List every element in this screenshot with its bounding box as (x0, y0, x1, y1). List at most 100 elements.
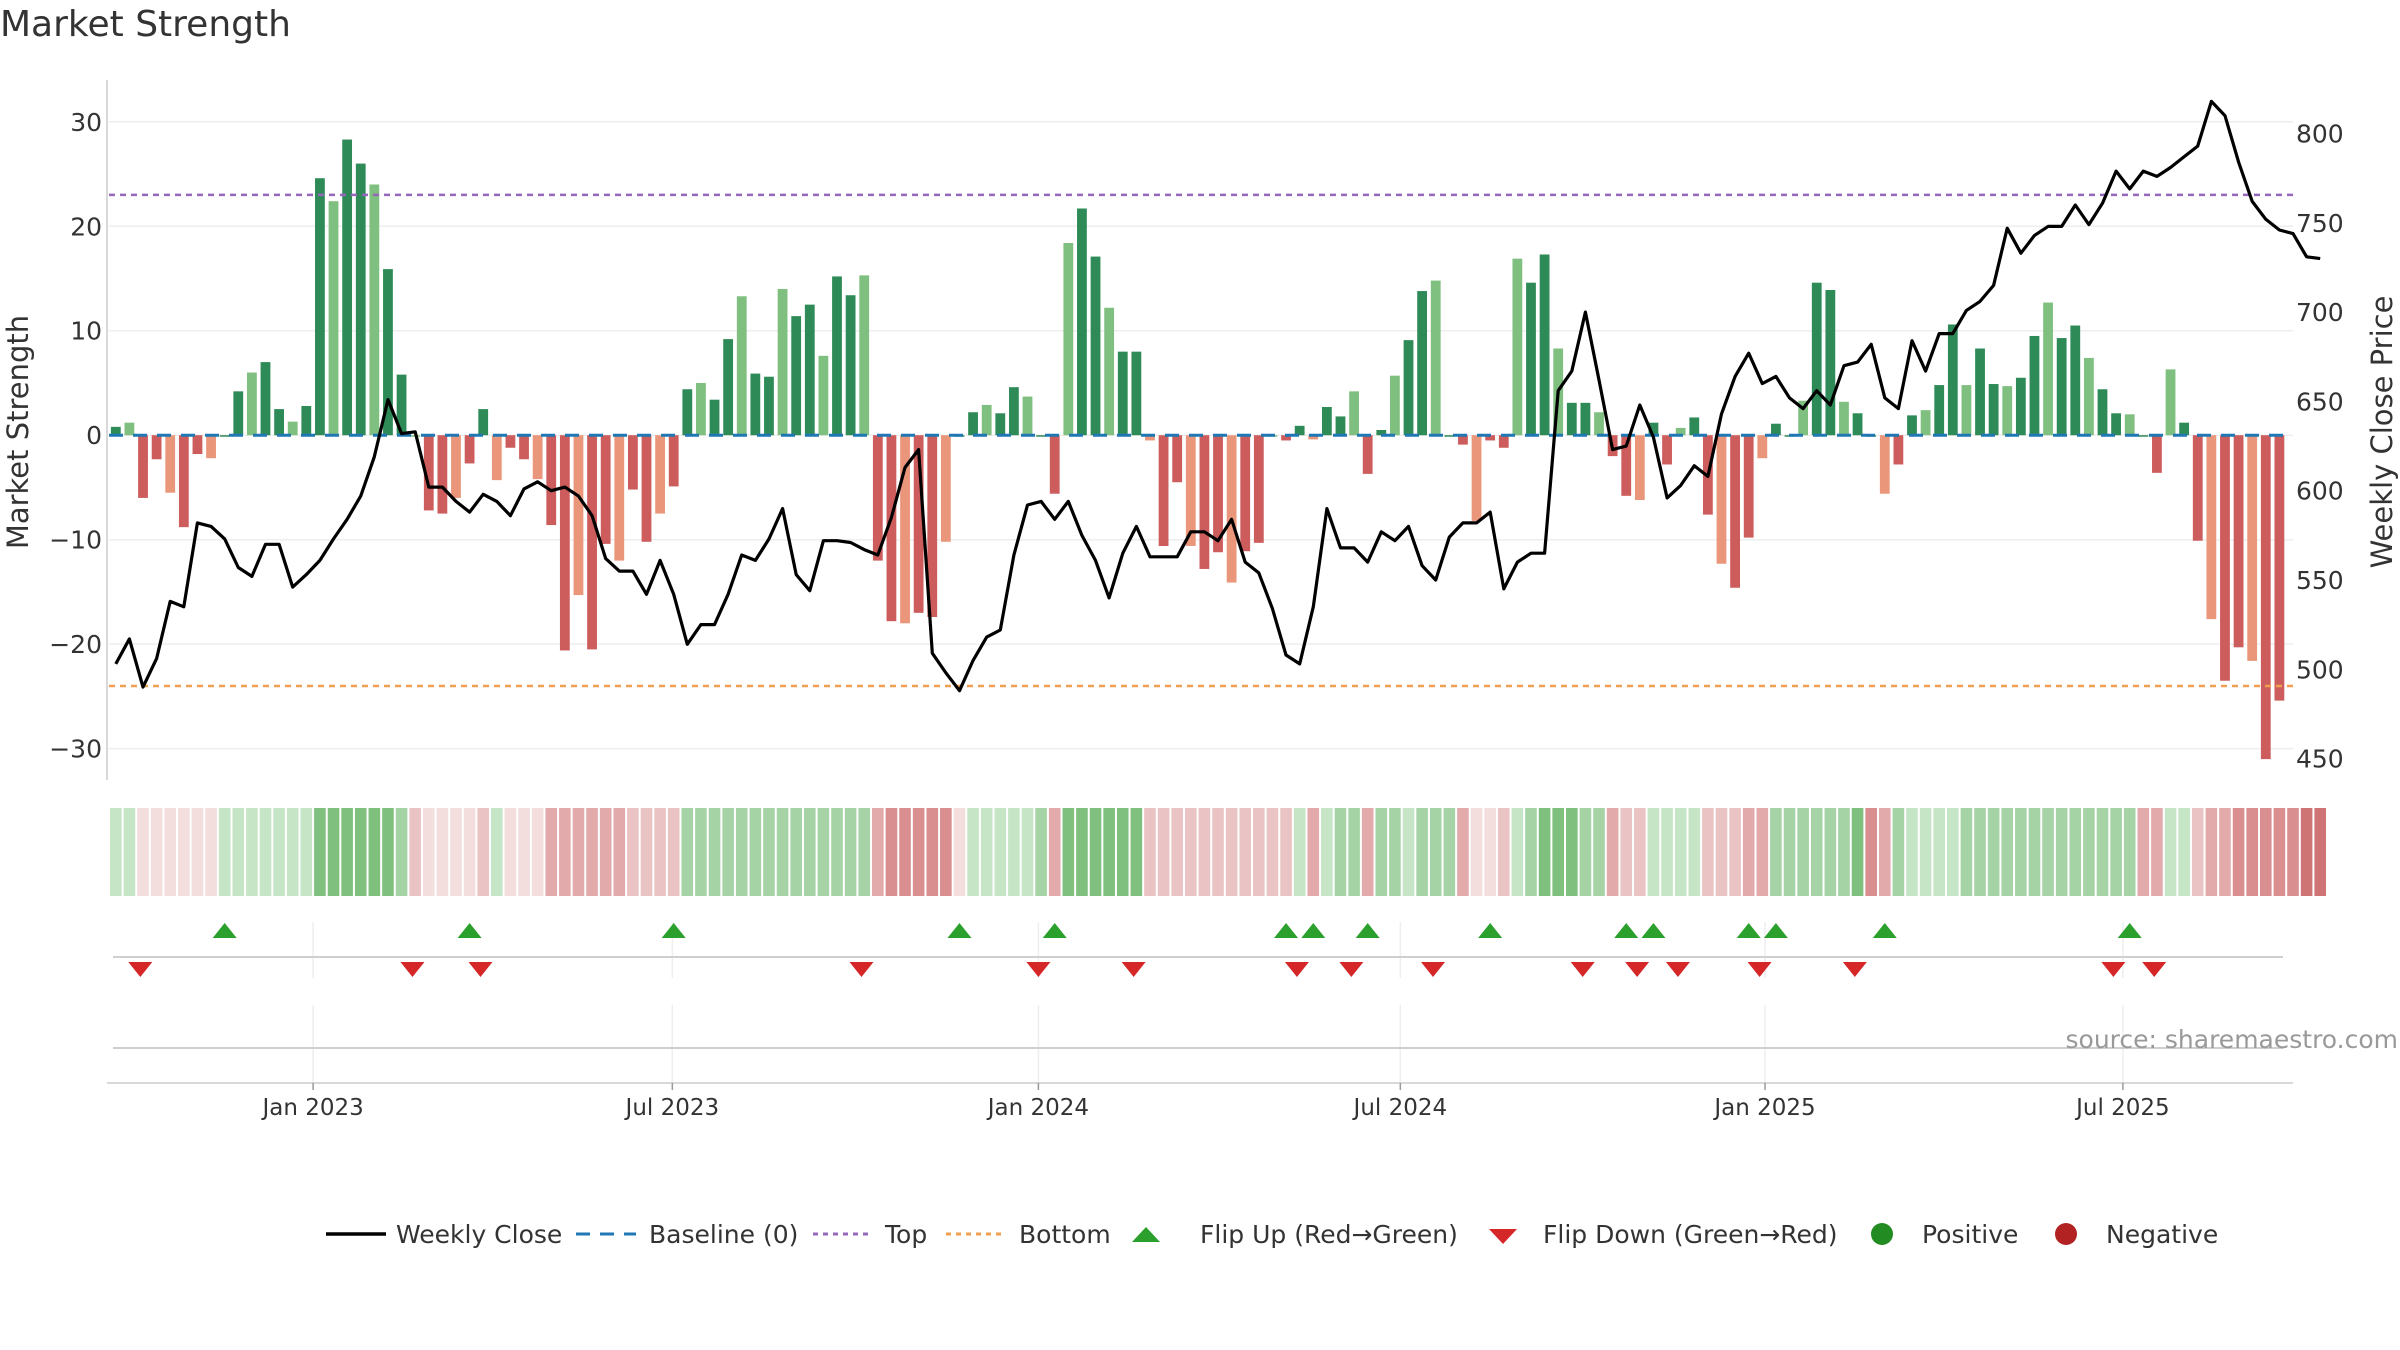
strip-cell (2246, 808, 2258, 896)
strength-bar (1131, 351, 1142, 436)
strength-bar (355, 163, 366, 436)
strip-cell (1321, 808, 1333, 896)
strength-bar (1390, 375, 1400, 436)
strip-cell (953, 808, 966, 896)
flip-down-marker (400, 962, 425, 977)
strip-cell (1116, 808, 1129, 896)
strip-cell (1878, 808, 1891, 896)
strip-cell (191, 808, 204, 896)
strength-bar (124, 422, 135, 436)
strip-cell (1497, 808, 1510, 896)
strip-cell (967, 808, 979, 896)
strip-cell (1906, 808, 1918, 896)
strength-bar (1920, 410, 1931, 436)
flip-up-marker (1614, 923, 1639, 938)
strength-bar (2043, 302, 2053, 436)
strip-cell (2300, 808, 2313, 896)
strip-cell (491, 808, 503, 896)
flip-up-marker (1478, 923, 1503, 938)
strip-cell (654, 808, 666, 896)
flip-up-marker (1763, 923, 1788, 938)
right-tick-label: 500 (2296, 655, 2344, 684)
strength-bar (1716, 435, 1727, 564)
strength-bar (451, 435, 461, 498)
strength-bar (2220, 435, 2230, 681)
source-label: source: sharemaestro.com (2066, 1025, 2399, 1054)
strength-bar (1621, 435, 1632, 496)
strength-bar (1104, 307, 1115, 436)
strength-bar (301, 405, 312, 436)
left-axis-label: Market Strength (1, 315, 35, 549)
bottom-panel: source: sharemaestro.com Jan 2023 Jul 202… (107, 1025, 2398, 1121)
strip-cell (803, 808, 816, 896)
strip-cell (1620, 808, 1633, 896)
right-tick-label: 700 (2296, 298, 2344, 327)
strength-bar (1199, 435, 1210, 569)
strength-bar (287, 421, 298, 436)
strength-bar (110, 426, 121, 436)
strength-bar (627, 435, 638, 490)
strip-cell (2137, 808, 2150, 896)
flip-up-marker (1736, 923, 1761, 938)
strength-bar (206, 435, 216, 459)
flip-down-marker (849, 962, 874, 977)
legend-bottom: Bottom (1019, 1220, 1111, 1249)
flip-down-marker (1842, 962, 1867, 977)
strip-cell (1674, 808, 1687, 896)
flip-down-marker (2101, 962, 2126, 977)
strip-cell (1402, 808, 1415, 896)
strength-bar (886, 435, 897, 622)
strength-bar (1335, 416, 1346, 436)
strip-cell (2096, 808, 2109, 896)
strength-bar (1172, 435, 1183, 483)
strength-bar (559, 435, 570, 651)
strip-cell (2151, 808, 2163, 896)
strength-bar (1403, 340, 1414, 436)
flip-down-marker (1339, 962, 1364, 977)
strip-cell (1593, 808, 1605, 896)
strip-cell (1538, 808, 1551, 896)
strength-bar (1022, 396, 1033, 436)
strength-bar (342, 139, 353, 436)
strip-cell (1144, 808, 1156, 896)
strip-cell (1933, 808, 1946, 896)
strength-bar (832, 276, 842, 436)
strip-cell (1089, 808, 1102, 896)
strength-bar (1975, 348, 1985, 436)
strip-cell (531, 808, 544, 896)
strength-bar (369, 184, 380, 436)
strip-cell (2069, 808, 2082, 896)
strength-bar (1798, 400, 1809, 436)
strength-bar (1648, 422, 1659, 436)
strip-cell (382, 808, 394, 896)
strip-cell (681, 808, 694, 896)
strength-bar (219, 435, 230, 437)
strip-cell (1253, 808, 1265, 896)
strip-cell (763, 808, 775, 896)
strip-cell (2015, 808, 2027, 896)
strength-bar (478, 409, 489, 436)
strip-cell (1280, 808, 1292, 896)
strength-bar (1839, 401, 1849, 436)
strip-cell (858, 808, 871, 896)
strength-bar (818, 355, 829, 436)
strip-cell (1702, 808, 1714, 896)
legend-flip-up-icon (1132, 1227, 1160, 1242)
strip-cell (1947, 808, 1959, 896)
right-tick-label: 550 (2296, 566, 2344, 595)
strip-cell (1429, 808, 1442, 896)
right-tick-label: 800 (2296, 120, 2344, 149)
strength-bar (804, 304, 815, 436)
flip-down-marker (1665, 962, 1690, 977)
strength-bar (1090, 256, 1101, 436)
strength-bar (2260, 435, 2271, 760)
strength-bar (192, 435, 203, 455)
strip-cell (2123, 808, 2136, 896)
strength-bar (1430, 280, 1441, 436)
strip-cell (2178, 808, 2190, 896)
strength-bar (2138, 435, 2149, 437)
strip-cell (1348, 808, 1360, 896)
x-tick-label: Jan 2025 (1712, 1095, 1815, 1121)
strength-bar (1566, 402, 1577, 436)
strength-bar (1077, 208, 1087, 436)
